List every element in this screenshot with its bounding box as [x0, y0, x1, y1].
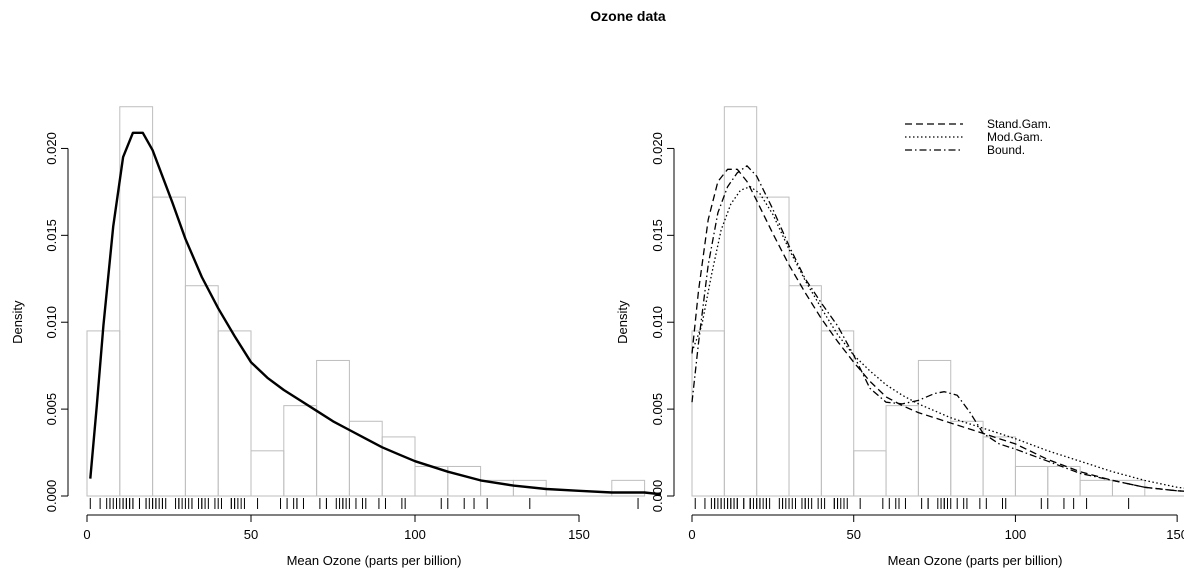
histogram-bar: [756, 196, 790, 497]
x-tick-label: 100: [1005, 527, 1027, 542]
histogram-bar: [152, 196, 186, 497]
y-axis-label: Density: [10, 300, 25, 344]
histogram-bar: [950, 420, 984, 497]
x-tick-label: 50: [244, 527, 258, 542]
histogram-bar: [184, 285, 219, 497]
histogram-bar: [885, 405, 919, 497]
legend-label: Bound.: [987, 143, 1025, 157]
y-tick-label: 0.015: [650, 219, 665, 252]
density-curve-stand-gam: [691, 168, 1184, 492]
x-tick-label: 0: [83, 527, 90, 542]
figure-title: Ozone data: [590, 8, 666, 24]
histogram-bar: [1014, 465, 1049, 497]
histogram-bar: [917, 359, 952, 497]
y-tick-label: 0.010: [650, 306, 665, 339]
x-tick-label: 150: [1166, 527, 1184, 542]
y-tick-label: 0.015: [44, 219, 59, 252]
y-tick-label: 0.005: [44, 393, 59, 426]
y-tick-label: 0.000: [650, 480, 665, 513]
density-curve-fit: [89, 131, 662, 496]
legend-label: Mod.Gam.: [987, 130, 1043, 144]
histogram-bar: [250, 450, 285, 497]
x-tick-label: 150: [568, 527, 590, 542]
histogram-bar: [447, 465, 482, 497]
y-tick-label: 0.020: [44, 132, 59, 165]
histogram-bar: [381, 436, 416, 497]
histogram-bar: [283, 405, 318, 497]
panel-right: 0 50 100 150 Mean Ozone (parts per billion) 0…: [615, 106, 1184, 568]
histogram-bar: [820, 330, 855, 497]
y-tick-label: 0.010: [44, 306, 59, 339]
panel-left: 0 50 100 150 Mean Ozone (parts per billion) 0…: [10, 106, 662, 568]
x-tick-label: 0: [688, 527, 695, 542]
y-tick-label: 0.005: [650, 393, 665, 426]
y-axis-label: Density: [615, 300, 630, 344]
histogram-bar: [982, 436, 1016, 497]
x-axis-label: Mean Ozone (parts per billion): [888, 553, 1063, 568]
x-tick-label: 100: [404, 527, 426, 542]
x-tick-label: 50: [846, 527, 860, 542]
histogram-bar: [119, 106, 154, 497]
histogram-bar: [1079, 479, 1113, 497]
legend-label: Stand.Gam.: [987, 117, 1051, 131]
density-curve-bound: [691, 165, 1184, 492]
histogram-bar: [853, 450, 887, 497]
legend: Stand.Gam.Mod.Gam.Bound.: [905, 117, 1051, 157]
x-axis-label: Mean Ozone (parts per billion): [287, 553, 462, 568]
histogram-bar: [723, 106, 758, 497]
y-tick-label: 0.020: [650, 132, 665, 165]
y-tick-label: 0.000: [44, 480, 59, 513]
histogram-bar: [1111, 479, 1146, 497]
histogram-bar: [788, 285, 822, 497]
density-curve-mod-gam: [691, 186, 1184, 489]
